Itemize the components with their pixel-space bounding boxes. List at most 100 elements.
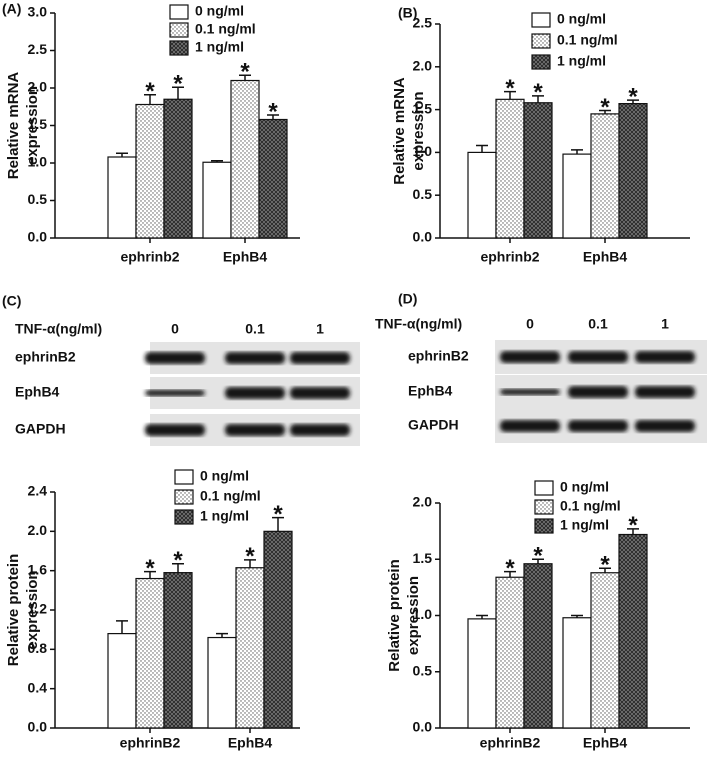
bar — [495, 98, 525, 239]
blot-band — [568, 420, 628, 432]
blot-band — [290, 352, 350, 364]
bar — [263, 530, 293, 729]
significance-marker: * — [240, 59, 250, 86]
y-tick-label: 0.0 — [413, 229, 433, 245]
bar — [562, 617, 592, 729]
legend-label: 0 ng/ml — [557, 11, 606, 27]
panel-label: (B) — [398, 5, 417, 21]
lane-label: 1 — [661, 316, 669, 332]
legend-swatch — [534, 518, 554, 534]
bar — [618, 533, 648, 729]
y-axis-label: Relative protein expression — [5, 554, 41, 667]
legend-label: 0.1 ng/ml — [557, 32, 618, 48]
legend-label: 0 ng/ml — [560, 479, 609, 495]
y-axis-label-line: Relative mRNA — [5, 72, 22, 180]
blot-band — [290, 387, 350, 399]
x-tick-label: EphB4 — [223, 249, 268, 265]
y-axis-label-line: expression — [24, 86, 41, 165]
y-tick-label: 3.0 — [28, 4, 48, 20]
significance-marker: * — [268, 98, 278, 125]
legend-swatch — [169, 4, 189, 20]
blot-header: TNF-α(ng/ml) — [375, 316, 462, 332]
bar — [107, 156, 137, 239]
y-tick-label: 0.5 — [413, 662, 433, 678]
row-label: GAPDH — [15, 421, 66, 437]
y-axis-label-line: Relative mRNA — [391, 77, 408, 185]
blot-band — [145, 352, 205, 364]
legend-label: 1 ng/ml — [560, 517, 609, 533]
significance-marker: * — [245, 543, 255, 570]
significance-marker: * — [600, 94, 610, 121]
y-tick-label: 2.4 — [28, 483, 48, 499]
error-bar — [476, 144, 488, 153]
significance-marker: * — [173, 547, 183, 574]
legend-label: 1 ng/ml — [200, 508, 249, 524]
error-bar — [504, 570, 516, 578]
x-tick-label: ephrinb2 — [480, 249, 539, 265]
y-axis-label-line: expression — [24, 570, 41, 649]
bar — [590, 113, 620, 239]
row-label: ephrinB2 — [408, 348, 469, 364]
legend-label: 1 ng/ml — [557, 53, 606, 69]
significance-marker: * — [505, 75, 515, 102]
significance-marker: * — [600, 552, 610, 579]
significance-marker: * — [628, 84, 638, 111]
y-tick-label: 2.0 — [413, 58, 433, 74]
blot-band — [225, 352, 285, 364]
legend-swatch — [174, 509, 194, 525]
significance-marker: * — [533, 543, 543, 570]
y-axis-label: Relative mRNA expression — [5, 72, 41, 180]
significance-marker: * — [145, 555, 155, 582]
x-tick-label: EphB4 — [583, 735, 628, 751]
panel-label: (C) — [2, 293, 21, 309]
legend-label: 0 ng/ml — [195, 3, 244, 19]
bar — [258, 118, 288, 239]
bar — [135, 103, 165, 239]
row-label: EphB4 — [15, 384, 60, 400]
lane-label: 1 — [316, 321, 324, 337]
error-bar — [627, 528, 639, 535]
blot-band — [500, 389, 560, 395]
y-tick-label: 1.2 — [28, 601, 48, 617]
y-axis-label: Relative mRNA expression — [391, 77, 427, 185]
blot-band — [635, 386, 695, 398]
y-axis-label-line: expression — [405, 576, 422, 655]
row-label: GAPDH — [408, 417, 459, 433]
panel-label: (D) — [398, 291, 417, 307]
legend-swatch — [531, 33, 551, 49]
legend-label: 0.1 ng/ml — [560, 498, 621, 514]
x-tick-label: EphB4 — [228, 735, 273, 751]
significance-marker: * — [145, 78, 155, 105]
significance-marker: * — [173, 71, 183, 98]
error-bar — [267, 114, 279, 120]
y-axis-label-line: Relative protein — [386, 559, 403, 672]
error-bar — [244, 559, 256, 568]
x-tick-label: ephrinb2 — [120, 249, 179, 265]
bar — [467, 151, 497, 239]
error-bar — [216, 632, 228, 638]
y-tick-label: 1.0 — [413, 606, 433, 622]
legend-label: 0.1 ng/ml — [200, 488, 261, 504]
y-tick-label: 1.5 — [28, 116, 48, 132]
y-tick-label: 1.5 — [413, 550, 433, 566]
lane-label: 0.1 — [245, 321, 265, 337]
y-tick-label: 2.0 — [28, 522, 48, 538]
legend-swatch — [534, 480, 554, 496]
panel-label: (A) — [2, 1, 21, 17]
error-bar — [476, 614, 488, 619]
bar — [235, 567, 265, 729]
legend-label: 0 ng/ml — [200, 468, 249, 484]
significance-marker: * — [628, 512, 638, 539]
x-tick-label: ephrinB2 — [120, 735, 181, 751]
blot-band — [500, 420, 560, 432]
error-bar — [116, 152, 128, 157]
error-bar — [239, 74, 251, 81]
bar — [618, 103, 648, 239]
x-tick-label: EphB4 — [583, 249, 628, 265]
legend-swatch — [174, 469, 194, 485]
error-bar — [144, 94, 156, 105]
bar — [107, 632, 137, 729]
y-tick-label: 2.5 — [28, 41, 48, 57]
bar — [163, 98, 193, 239]
y-tick-label: 0.0 — [28, 229, 48, 245]
